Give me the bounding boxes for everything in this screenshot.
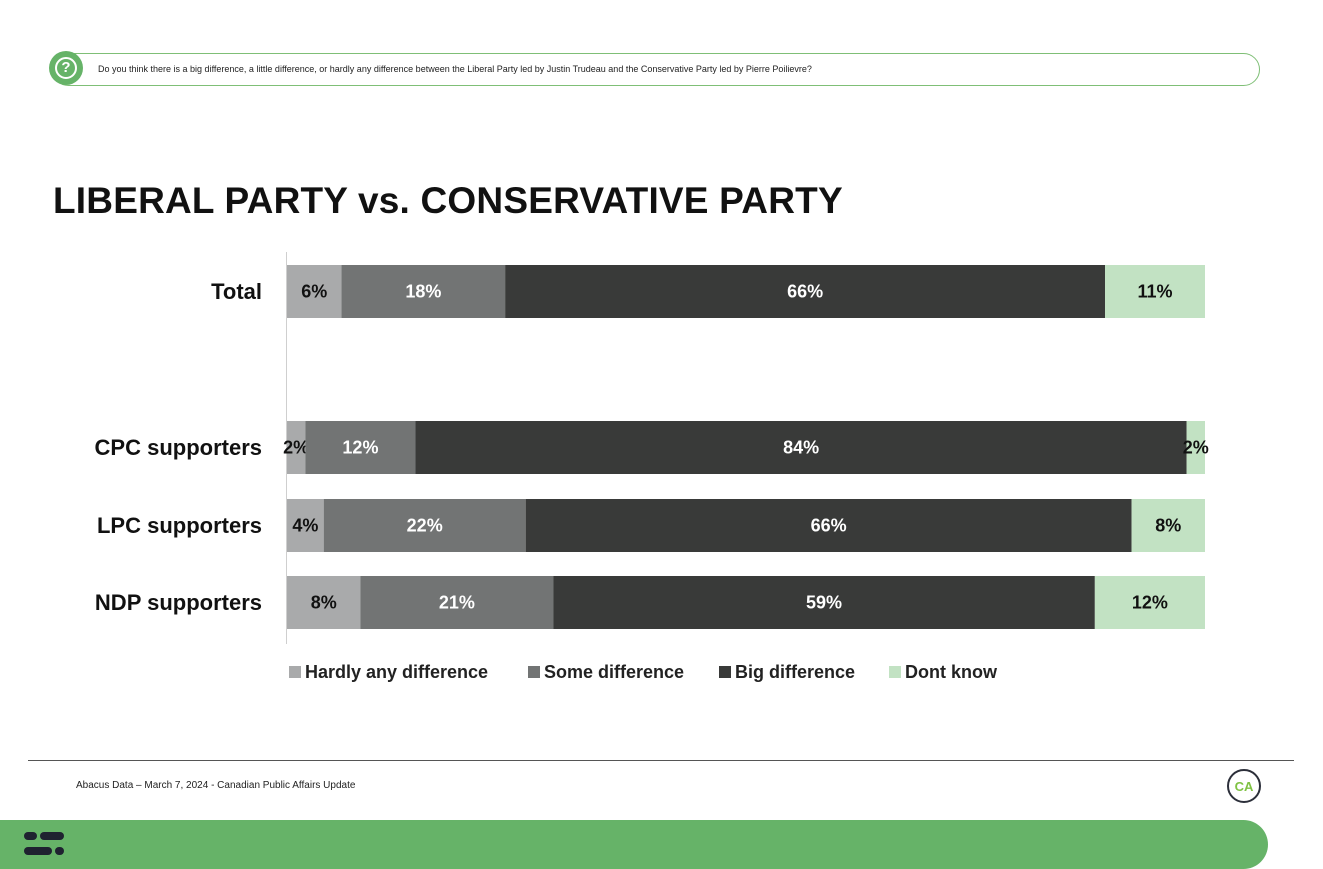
- bar-hardly-any-difference-lpc-supporters: [287, 499, 324, 552]
- legend-swatch-dont-know: [889, 666, 901, 678]
- bar-big-difference-ndp-supporters: [553, 576, 1095, 629]
- legend-label-hardly-any-difference: Hardly any difference: [305, 662, 488, 682]
- legend-label-dont-know: Dont know: [905, 662, 998, 682]
- stacked-bar-chart: Total 6% 18% 66% 11% CPC supporters 2% 12% 84% 2%…: [95, 252, 1209, 682]
- category-label-cpc-supporters: CPC supporters: [95, 435, 262, 460]
- bar-some-difference-ndp-supporters: [360, 576, 554, 629]
- category-label-ndp-supporters: NDP supporters: [95, 590, 262, 615]
- bar-some-difference-cpc-supporters: [305, 421, 416, 474]
- data-label-some-difference-lpc-supporters: 22%: [407, 516, 443, 536]
- data-label-dont-know-ndp-supporters: 12%: [1132, 593, 1168, 613]
- bar-dont-know-ndp-supporters: [1094, 576, 1205, 629]
- data-label-big-difference-cpc-supporters: 84%: [783, 438, 819, 458]
- bar-hardly-any-difference-total: [287, 265, 342, 318]
- bar-dont-know-total: [1105, 265, 1205, 318]
- category-label-lpc-supporters: LPC supporters: [97, 513, 262, 538]
- bar-dont-know-lpc-supporters: [1131, 499, 1205, 552]
- bar-some-difference-lpc-supporters: [323, 499, 526, 552]
- legend-label-big-difference: Big difference: [735, 662, 855, 682]
- source-note: Abacus Data – March 7, 2024 - Canadian P…: [76, 780, 356, 791]
- data-label-big-difference-total: 66%: [787, 282, 823, 302]
- data-label-dont-know-lpc-supporters: 8%: [1155, 516, 1181, 536]
- survey-question: Do you think there is a big difference, …: [98, 64, 812, 74]
- legend-swatch-hardly-any-difference: [289, 666, 301, 678]
- bar-hardly-any-difference-ndp-supporters: [287, 576, 361, 629]
- category-label-total: Total: [211, 279, 262, 304]
- bar-hardly-any-difference-cpc-supporters: [287, 421, 306, 474]
- ca-logo-text: CA: [1234, 778, 1254, 794]
- data-label-big-difference-ndp-supporters: 59%: [806, 593, 842, 613]
- data-label-some-difference-cpc-supporters: 12%: [342, 438, 378, 458]
- chart-title: LIBERAL PARTY vs. CONSERVATIVE PARTY: [53, 180, 843, 221]
- question-mark-icon: ?: [49, 51, 83, 85]
- bar-big-difference-cpc-supporters: [415, 421, 1187, 474]
- data-label-some-difference-ndp-supporters: 21%: [439, 593, 475, 613]
- ca-logo-icon: CA: [1227, 769, 1261, 803]
- footer-divider: [28, 760, 1294, 761]
- abacus-logo-icon: [24, 832, 64, 855]
- data-label-dont-know-total: 11%: [1137, 282, 1172, 302]
- data-label-hardly-any-difference-lpc-supporters: 4%: [292, 516, 318, 536]
- footer-band: [0, 820, 1268, 869]
- data-label-hardly-any-difference-cpc-supporters: 2%: [283, 438, 309, 458]
- bar-big-difference-lpc-supporters: [525, 499, 1132, 552]
- legend-label-some-difference: Some difference: [544, 662, 684, 682]
- bar-some-difference-total: [341, 265, 506, 318]
- legend-swatch-some-difference: [528, 666, 540, 678]
- data-label-hardly-any-difference-ndp-supporters: 8%: [311, 593, 337, 613]
- legend-swatch-big-difference: [719, 666, 731, 678]
- data-label-big-difference-lpc-supporters: 66%: [811, 516, 847, 536]
- data-label-hardly-any-difference-total: 6%: [301, 282, 327, 302]
- data-label-some-difference-total: 18%: [405, 282, 441, 302]
- bar-big-difference-total: [505, 265, 1106, 318]
- data-label-dont-know-cpc-supporters: 2%: [1183, 438, 1209, 458]
- bar-dont-know-cpc-supporters: [1186, 421, 1205, 474]
